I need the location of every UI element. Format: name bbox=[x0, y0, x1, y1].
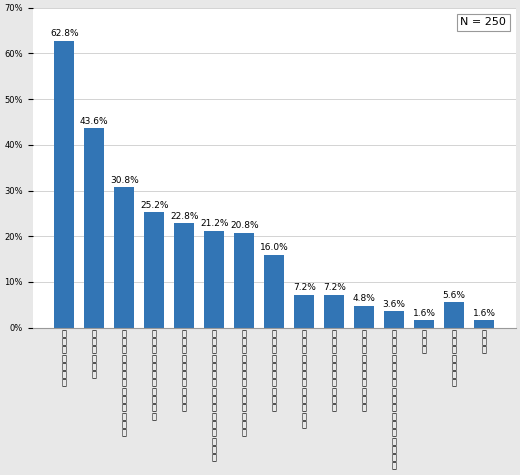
Bar bbox=[235, 233, 254, 328]
Text: 16.0%: 16.0% bbox=[260, 243, 289, 252]
Bar bbox=[265, 255, 284, 328]
Text: 22.8%: 22.8% bbox=[170, 212, 199, 221]
Bar bbox=[294, 294, 314, 328]
Bar bbox=[145, 212, 164, 328]
Text: N = 250: N = 250 bbox=[460, 17, 506, 27]
Text: 21.2%: 21.2% bbox=[200, 219, 228, 228]
Text: 20.8%: 20.8% bbox=[230, 221, 258, 230]
Text: 7.2%: 7.2% bbox=[293, 284, 316, 293]
Text: 1.6%: 1.6% bbox=[413, 309, 436, 318]
Text: 5.6%: 5.6% bbox=[443, 291, 465, 300]
Text: 25.2%: 25.2% bbox=[140, 201, 168, 210]
Text: 30.8%: 30.8% bbox=[110, 176, 139, 185]
Bar bbox=[174, 223, 194, 328]
Bar bbox=[84, 128, 104, 328]
Text: 4.8%: 4.8% bbox=[353, 294, 375, 304]
Bar bbox=[114, 187, 134, 328]
Bar bbox=[445, 302, 464, 328]
Bar bbox=[384, 311, 404, 328]
Bar bbox=[204, 231, 224, 328]
Bar bbox=[355, 306, 374, 328]
Text: 7.2%: 7.2% bbox=[323, 284, 346, 293]
Text: 1.6%: 1.6% bbox=[473, 309, 496, 318]
Bar bbox=[414, 320, 434, 328]
Bar bbox=[324, 294, 344, 328]
Text: 43.6%: 43.6% bbox=[80, 117, 109, 126]
Text: 62.8%: 62.8% bbox=[50, 29, 79, 38]
Bar bbox=[55, 40, 74, 328]
Text: 3.6%: 3.6% bbox=[383, 300, 406, 309]
Bar bbox=[474, 320, 494, 328]
